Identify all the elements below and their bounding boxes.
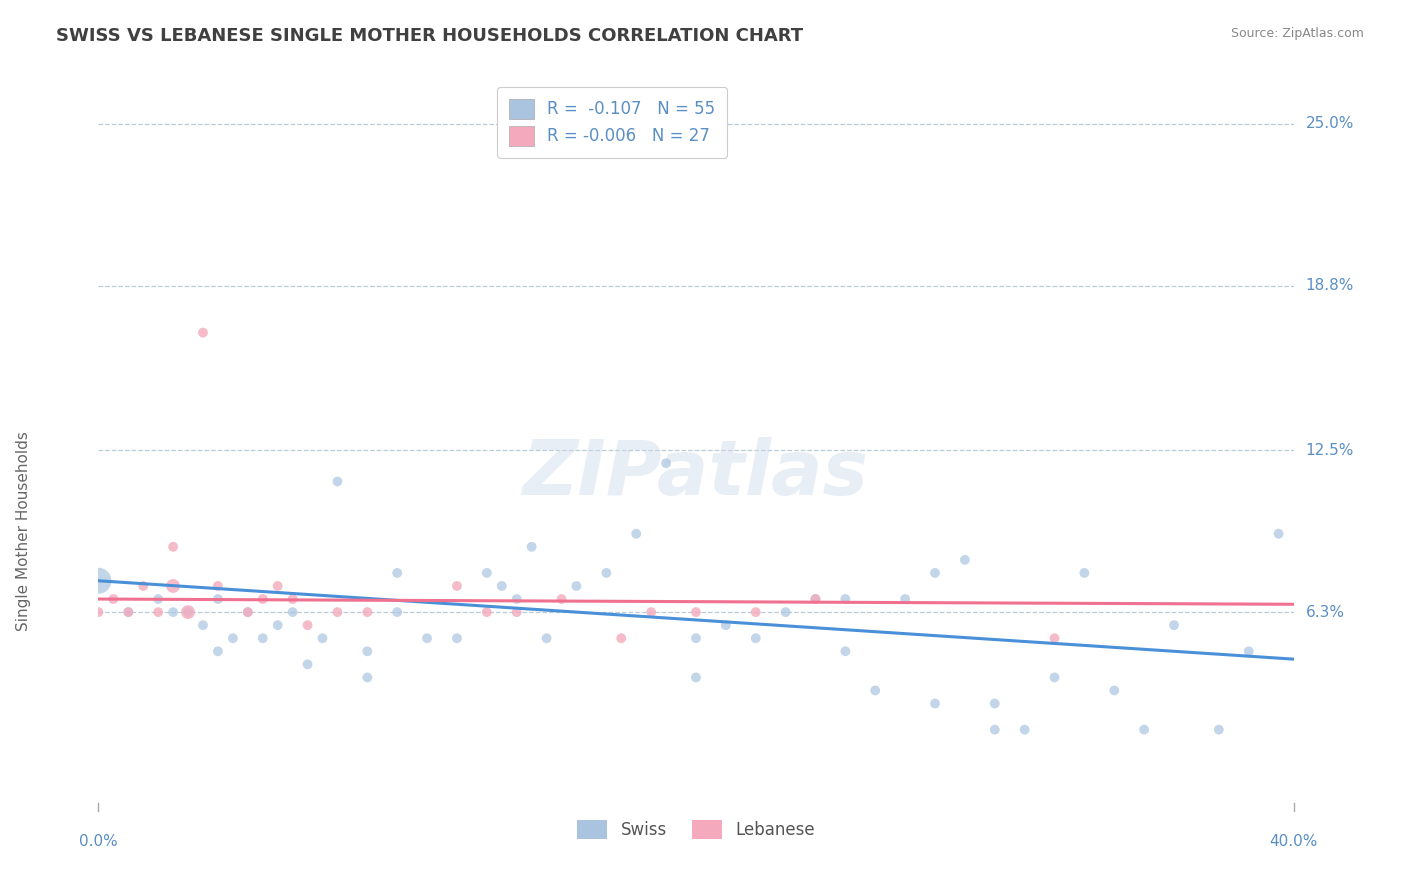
Point: [1133, 723, 1156, 737]
Point: [655, 456, 678, 470]
Point: [834, 592, 856, 607]
Point: [491, 579, 513, 593]
Point: [446, 579, 468, 593]
Point: [595, 566, 617, 580]
Point: [1163, 618, 1185, 632]
Point: [177, 605, 200, 619]
Point: [148, 592, 170, 607]
Point: [983, 697, 1005, 711]
Point: [745, 605, 768, 619]
Text: 12.5%: 12.5%: [1305, 442, 1354, 458]
Point: [222, 632, 245, 646]
Point: [565, 579, 588, 593]
Point: [236, 605, 259, 619]
Point: [191, 326, 214, 340]
Point: [103, 592, 125, 607]
Point: [416, 632, 439, 646]
Text: 18.8%: 18.8%: [1305, 278, 1354, 293]
Point: [267, 579, 290, 593]
Point: [87, 574, 110, 588]
Point: [281, 592, 304, 607]
Point: [326, 475, 349, 489]
Point: [640, 605, 662, 619]
Point: [207, 644, 229, 658]
Point: [685, 670, 707, 684]
Point: [297, 618, 319, 632]
Point: [326, 605, 349, 619]
Point: [475, 566, 498, 580]
Point: [624, 526, 647, 541]
Point: [281, 605, 304, 619]
Point: [536, 632, 558, 646]
Point: [924, 697, 946, 711]
Point: [117, 605, 139, 619]
Point: [191, 618, 214, 632]
Text: SWISS VS LEBANESE SINGLE MOTHER HOUSEHOLDS CORRELATION CHART: SWISS VS LEBANESE SINGLE MOTHER HOUSEHOL…: [56, 27, 803, 45]
Point: [207, 592, 229, 607]
Point: [117, 605, 139, 619]
Text: Source: ZipAtlas.com: Source: ZipAtlas.com: [1230, 27, 1364, 40]
Point: [1208, 723, 1230, 737]
Point: [506, 605, 529, 619]
Point: [775, 605, 797, 619]
Text: 25.0%: 25.0%: [1305, 116, 1354, 131]
Text: 0.0%: 0.0%: [79, 834, 118, 849]
Point: [714, 618, 737, 632]
Point: [1104, 683, 1126, 698]
Point: [385, 566, 409, 580]
Point: [385, 605, 409, 619]
Point: [1237, 644, 1260, 658]
Point: [506, 592, 529, 607]
Text: 40.0%: 40.0%: [1270, 834, 1317, 849]
Point: [834, 644, 856, 658]
Point: [685, 632, 707, 646]
Point: [1014, 723, 1036, 737]
Point: [177, 605, 200, 619]
Point: [267, 618, 290, 632]
Point: [1043, 670, 1066, 684]
Point: [446, 632, 468, 646]
Point: [311, 632, 333, 646]
Point: [132, 579, 155, 593]
Point: [297, 657, 319, 672]
Point: [148, 605, 170, 619]
Point: [162, 605, 184, 619]
Point: [953, 553, 976, 567]
Point: [162, 540, 184, 554]
Point: [745, 632, 768, 646]
Point: [865, 683, 887, 698]
Point: [520, 540, 543, 554]
Text: ZIPatlas: ZIPatlas: [523, 437, 869, 510]
Point: [924, 566, 946, 580]
Point: [356, 605, 378, 619]
Legend: Swiss, Lebanese: Swiss, Lebanese: [571, 814, 821, 846]
Point: [983, 723, 1005, 737]
Point: [1073, 566, 1095, 580]
Point: [475, 605, 498, 619]
Point: [804, 592, 827, 607]
Point: [1267, 526, 1289, 541]
Point: [804, 592, 827, 607]
Point: [252, 592, 274, 607]
Point: [1043, 632, 1066, 646]
Point: [685, 605, 707, 619]
Point: [236, 605, 259, 619]
Text: 6.3%: 6.3%: [1305, 605, 1344, 620]
Point: [356, 670, 378, 684]
Point: [550, 592, 572, 607]
Point: [207, 579, 229, 593]
Point: [610, 632, 633, 646]
Point: [162, 579, 184, 593]
Point: [356, 644, 378, 658]
Point: [252, 632, 274, 646]
Text: Single Mother Households: Single Mother Households: [17, 431, 31, 631]
Point: [87, 605, 110, 619]
Point: [894, 592, 917, 607]
